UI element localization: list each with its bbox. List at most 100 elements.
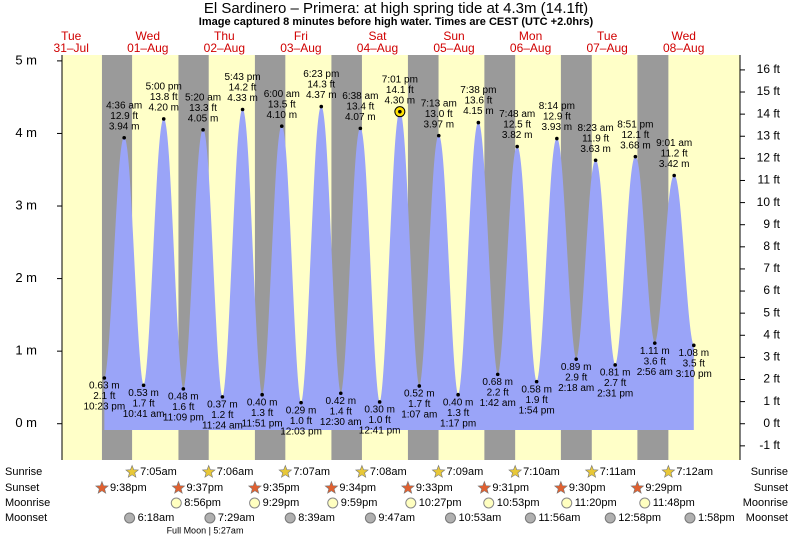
y-tick-label: 4 m (15, 125, 37, 140)
tide-label: 7:38 pm (460, 85, 496, 96)
sun-icon (324, 480, 339, 494)
tide-label: 4.15 m (463, 106, 494, 117)
tide-label: 1.0 ft (290, 416, 312, 427)
sun-icon (94, 480, 109, 494)
day-name: Tue (61, 29, 82, 43)
tide-point (260, 392, 264, 397)
tide-label: 1.0 ft (369, 415, 391, 426)
tide-label: 0.29 m (286, 405, 317, 416)
tide-label: 10:23 pm (83, 402, 125, 413)
tide-point (358, 126, 363, 131)
tide-label: 8:23 am (578, 123, 614, 134)
tide-label: 4.10 m (266, 110, 297, 121)
tide-label: 14.3 ft (307, 80, 335, 91)
tide-label: 12.9 ft (110, 111, 138, 122)
tide-label: 2:56 am (637, 367, 673, 378)
day-date: 04–Aug (357, 41, 398, 55)
y2-tick-label: 14 ft (757, 106, 781, 120)
y2-tick-label: 12 ft (757, 151, 781, 165)
tide-area (104, 106, 694, 430)
row-label: Sunset (5, 482, 39, 494)
tide-point (436, 133, 441, 138)
tide-label: 0.42 m (325, 396, 356, 407)
moon-icon (483, 497, 495, 509)
tide-point (102, 376, 107, 380)
tide-label: 7:13 am (421, 98, 457, 109)
tide-label: 1.3 ft (447, 408, 469, 419)
y2-tick-label: 15 ft (757, 84, 781, 98)
tide-point (692, 343, 696, 348)
tide-label: 12.5 ft (503, 120, 531, 131)
moonrise-time: 10:27pm (419, 497, 462, 509)
row-label: Moonrise (743, 497, 788, 509)
day-date: 06–Aug (510, 41, 551, 55)
sunset-time: 9:37pm (186, 482, 223, 494)
tide-label: 11:51 pm (242, 418, 283, 429)
sunrise-time: 7:12am (676, 466, 713, 478)
tide-label: 1:17 pm (440, 418, 476, 429)
tide-label: 3.5 ft (683, 358, 705, 369)
moonset-time: 10:53am (458, 512, 501, 524)
moonrise-time: 11:48pm (653, 497, 695, 509)
day-date: 05–Aug (433, 41, 474, 55)
tide-point (240, 107, 245, 112)
tide-label: 0.40 m (443, 397, 474, 408)
tide-label: 3.97 m (423, 119, 454, 130)
day-name: Thu (214, 29, 235, 43)
tide-label: 1:54 pm (519, 405, 555, 416)
day-name: Mon (519, 29, 542, 43)
tide-label: 2:31 pm (597, 389, 633, 400)
moon-icon (405, 497, 417, 509)
sun-icon (247, 480, 262, 494)
sunrise-time: 7:10am (523, 466, 560, 478)
sunset-time: 9:30pm (569, 482, 606, 494)
tide-label: 1.9 ft (526, 395, 548, 406)
day-date: 08–Aug (663, 41, 704, 55)
moonset-time: 11:56am (538, 512, 580, 524)
moon-icon (639, 497, 651, 509)
moonrise-time: 9:29pm (263, 497, 300, 509)
tide-point (220, 395, 225, 399)
tide-label: 14.1 ft (386, 85, 414, 96)
sunrise-time: 7:09am (447, 466, 484, 478)
tide-label: 0.40 m (247, 397, 278, 408)
tide-label: 6:23 pm (303, 69, 339, 80)
tide-label: 2:18 am (558, 383, 594, 394)
y2-tick-label: 11 ft (758, 173, 781, 187)
moon-phase: Full Moon | 5:27am (167, 525, 244, 535)
tide-label: 3.42 m (659, 159, 690, 170)
sun-icon (630, 480, 645, 494)
moon-icon (170, 497, 182, 509)
tide-label: 13.5 ft (268, 99, 296, 110)
tide-label: 3.63 m (580, 144, 611, 155)
tide-label: 6:00 am (264, 89, 300, 100)
sun-icon (201, 464, 216, 478)
tide-label: 0.68 m (482, 377, 513, 388)
tide-point (613, 363, 617, 367)
tide-point (534, 379, 539, 384)
y-tick-label: 2 m (15, 270, 37, 285)
tide-label: 4:36 am (106, 100, 142, 111)
tide-point (417, 384, 422, 388)
tide-label: 11:24 am (202, 421, 243, 432)
sun-icon (661, 464, 676, 478)
sunrise-time: 7:11am (600, 466, 636, 478)
tide-point (181, 387, 186, 391)
sunset-time: 9:33pm (416, 482, 453, 494)
moonset-time: 9:47am (378, 512, 415, 524)
sun-icon (553, 480, 568, 494)
y2-tick-label: 6 ft (763, 283, 780, 297)
sunset-time: 9:38pm (110, 482, 147, 494)
sunrise-time: 7:05am (140, 466, 177, 478)
tide-label: 4.33 m (227, 93, 258, 104)
y2-tick-label: 1 ft (763, 394, 780, 408)
tide-label: 4.30 m (385, 95, 416, 106)
moon-icon (284, 512, 296, 524)
moonrise-time: 9:59pm (341, 497, 378, 509)
tide-label: 13.3 ft (189, 103, 217, 114)
y2-tick-label: -1 ft (759, 438, 780, 452)
row-label: Sunset (754, 482, 788, 494)
tide-point (476, 120, 481, 125)
tide-label: 12:30 am (320, 417, 362, 428)
